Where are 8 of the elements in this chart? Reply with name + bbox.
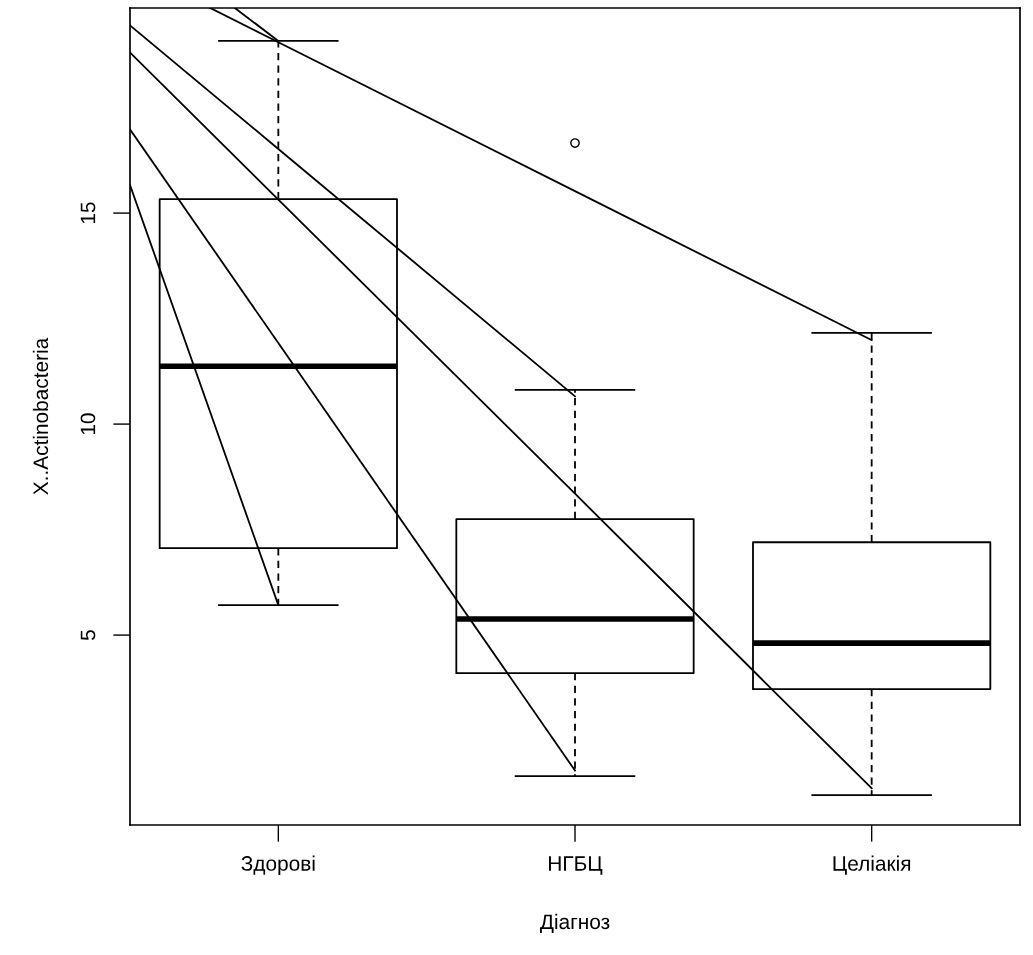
x-tick-label: НГБЦ [549,856,603,875]
y-tick-label: 15 [80,202,96,224]
y-tick-label: 10 [80,413,96,435]
x-tick-label: Целіакія [833,855,911,875]
y-axis-title: X..Actinobacteria [32,337,49,495]
x-axis-title: Діагноз [539,913,610,934]
y-tick-label: 5 [80,630,96,641]
x-tick-label: Здорові [241,855,315,875]
